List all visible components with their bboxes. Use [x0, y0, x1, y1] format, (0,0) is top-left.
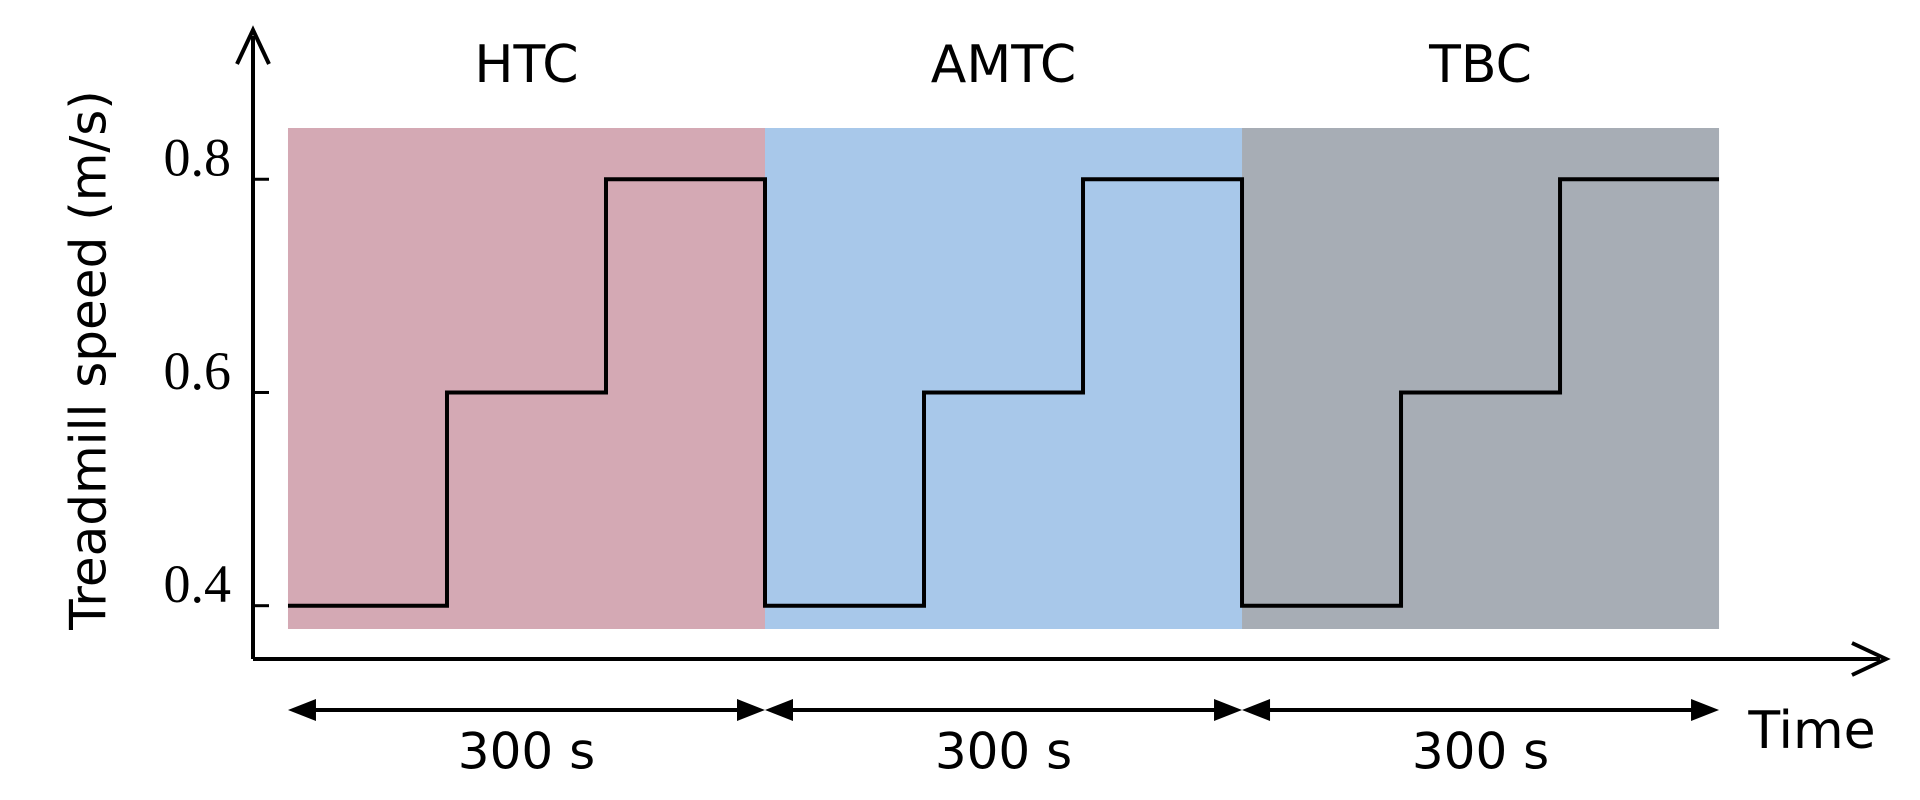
arrow-head [1242, 699, 1271, 721]
x-axis-arrow [1851, 641, 1891, 677]
phase-label: TBC [1428, 35, 1532, 95]
y-tick-label: 0.6 [164, 341, 232, 401]
y-tick-label: 0.4 [164, 554, 232, 614]
duration-label: 300 s [458, 723, 595, 781]
y-tick-label: 0.8 [164, 128, 232, 188]
arrow-head [737, 699, 766, 721]
arrow-head [765, 699, 794, 721]
arrow-head [1214, 699, 1243, 721]
y-axis-arrow [235, 25, 271, 65]
phase-region [1242, 128, 1720, 629]
speed-line [287, 177, 1720, 608]
phase-region [765, 128, 1243, 629]
x-axis-label: Time [1747, 701, 1875, 761]
phase-label: HTC [474, 35, 578, 95]
arrow-head [1691, 699, 1720, 721]
phase-region [287, 128, 766, 629]
arrow-head [287, 699, 316, 721]
phase-label: AMTC [931, 35, 1076, 95]
y-axis-label: Treadmill speed (m/s) [60, 90, 118, 631]
duration-label: 300 s [1412, 723, 1549, 781]
duration-label: 300 s [935, 723, 1072, 781]
